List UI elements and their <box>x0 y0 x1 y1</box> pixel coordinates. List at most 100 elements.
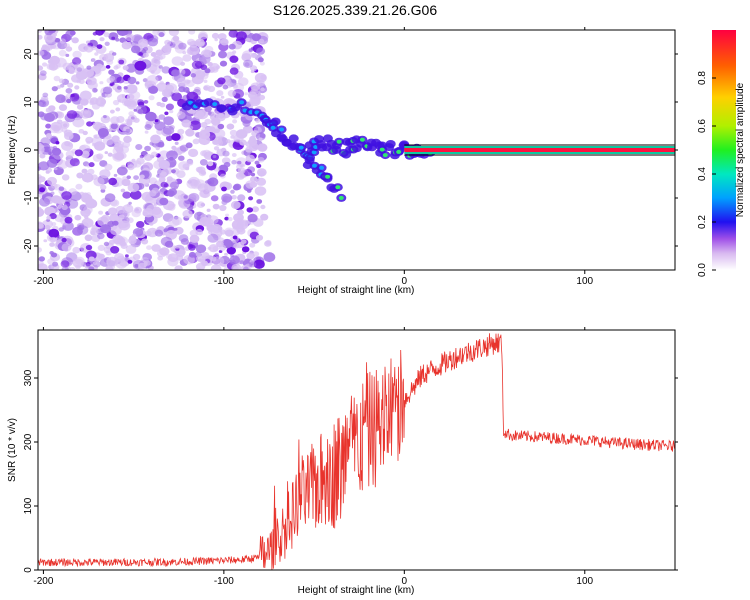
noise-blob <box>175 245 180 249</box>
noise-blob <box>213 146 220 151</box>
noise-blob <box>88 162 95 168</box>
noise-blob <box>74 85 80 90</box>
noise-blob <box>188 30 196 35</box>
noise-blob <box>106 77 114 84</box>
noise-blob <box>148 95 155 101</box>
noise-blob <box>251 33 261 42</box>
noise-blob <box>229 67 239 75</box>
colorbar-label: Normalized spectral amplitude <box>735 82 746 217</box>
noise-blob <box>200 122 208 128</box>
noise-blob <box>45 107 52 113</box>
noise-blob <box>232 235 238 240</box>
spectrogram-xlabel: Height of straight line (km) <box>298 285 415 296</box>
noise-blob <box>250 65 258 72</box>
y-tick-label: 300 <box>23 369 34 386</box>
noise-blob <box>127 259 133 264</box>
noise-blob <box>251 46 255 50</box>
noise-blob <box>86 140 91 145</box>
noise-blob <box>192 51 197 55</box>
noise-blob <box>148 177 157 185</box>
noise-blob <box>133 206 142 214</box>
noise-blob <box>260 74 267 80</box>
noise-blob <box>159 197 169 206</box>
noise-blob <box>84 215 89 219</box>
noise-blob <box>48 228 60 238</box>
colorbar-tick-label: 0.6 <box>697 119 708 133</box>
noise-blob <box>92 87 98 93</box>
noise-blob <box>39 197 50 207</box>
noise-blob <box>211 111 221 120</box>
noise-blob <box>40 137 51 146</box>
noise-blob <box>201 252 210 259</box>
noise-blob <box>142 46 149 52</box>
noise-blob <box>154 121 166 131</box>
noise-blob <box>144 124 152 130</box>
noise-blob <box>154 119 159 123</box>
noise-blob <box>224 216 229 221</box>
noise-blob <box>180 249 186 255</box>
noise-blob <box>221 193 233 203</box>
ridge-blob <box>216 104 227 113</box>
noise-blob <box>233 243 240 249</box>
noise-blob <box>74 214 82 221</box>
y-tick-label: 20 <box>23 48 34 60</box>
noise-blob <box>207 177 219 187</box>
noise-blob <box>210 126 215 131</box>
noise-blob <box>232 184 240 191</box>
noise-blob <box>156 82 168 92</box>
noise-blob <box>149 65 161 75</box>
noise-blob <box>115 107 121 112</box>
noise-blob <box>212 203 220 210</box>
noise-blob <box>198 31 208 40</box>
noise-blob <box>214 252 219 257</box>
x-tick-label: -200 <box>33 576 53 587</box>
noise-blob <box>45 123 52 129</box>
noise-blob <box>79 109 92 119</box>
noise-blob <box>122 204 134 214</box>
x-tick-label: -200 <box>33 276 53 287</box>
noise-blob <box>177 128 185 135</box>
noise-blob <box>179 144 189 152</box>
noise-blob <box>104 41 110 46</box>
noise-blob <box>104 151 109 155</box>
colorbar-tick-label: 0.8 <box>697 71 708 85</box>
noise-blob <box>176 111 186 120</box>
noise-blob <box>104 193 116 203</box>
noise-blob <box>138 52 143 56</box>
noise-blob <box>257 157 265 163</box>
noise-blob <box>229 255 240 265</box>
noise-blob <box>38 50 45 56</box>
noise-blob <box>80 98 89 106</box>
noise-blob <box>246 207 254 213</box>
noise-blob <box>182 163 190 170</box>
noise-blob <box>111 36 116 40</box>
ridge-blob-core <box>311 150 317 155</box>
noise-blob <box>144 130 149 134</box>
noise-blob <box>123 135 132 143</box>
noise-blob <box>188 244 196 251</box>
noise-blob <box>143 52 149 58</box>
noise-blob <box>171 169 176 174</box>
noise-blob <box>221 186 227 192</box>
noise-blob <box>208 244 219 253</box>
noise-blob <box>91 58 96 62</box>
noise-blob <box>52 261 59 267</box>
noise-blob <box>252 251 260 257</box>
noise-blob <box>235 173 242 178</box>
noise-blob <box>67 82 74 88</box>
noise-blob <box>188 251 196 258</box>
noise-blob <box>114 238 122 244</box>
noise-blob <box>55 94 66 103</box>
noise-blob <box>239 260 245 265</box>
noise-blob <box>150 151 158 158</box>
noise-blob <box>190 73 196 78</box>
noise-blob <box>58 104 68 111</box>
ridge-blob-core <box>396 149 402 154</box>
noise-blob <box>164 111 169 116</box>
noise-blob <box>76 172 84 179</box>
noise-blob <box>104 163 113 171</box>
noise-blob <box>49 236 57 243</box>
noise-blob <box>199 159 208 166</box>
noise-blob <box>213 129 226 139</box>
